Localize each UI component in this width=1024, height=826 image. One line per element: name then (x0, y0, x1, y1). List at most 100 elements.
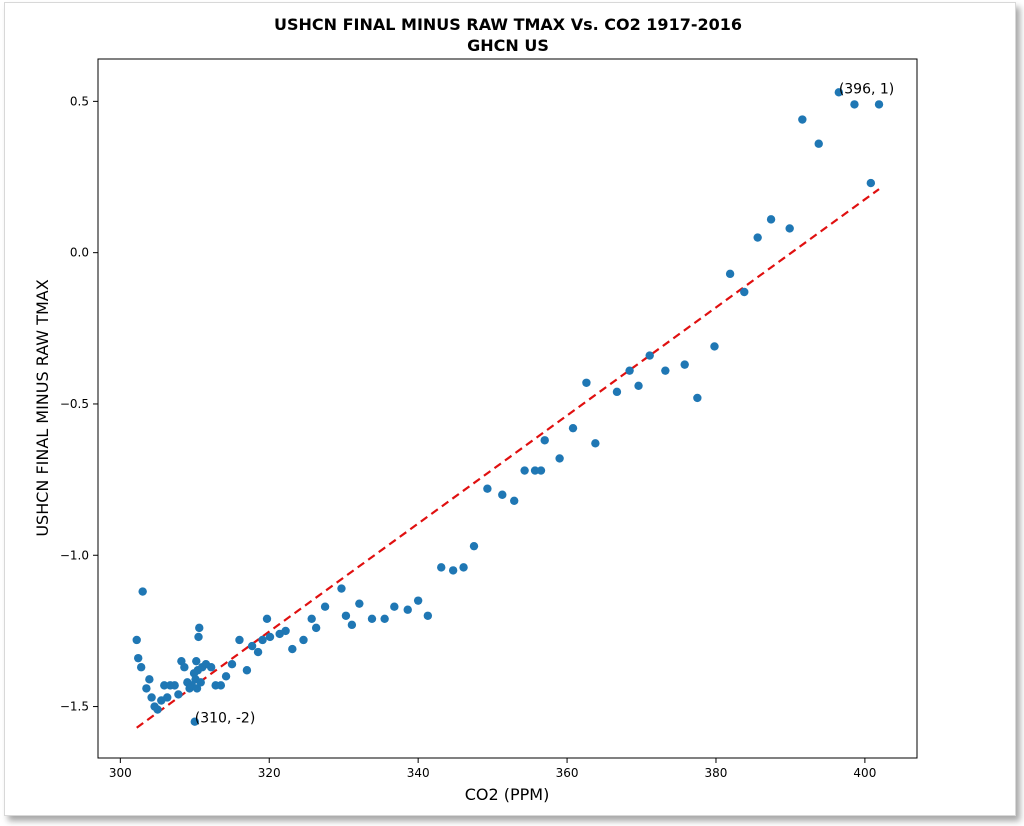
data-point (299, 635, 308, 645)
data-point (367, 614, 377, 624)
data-point (834, 88, 844, 97)
data-point (850, 100, 859, 109)
data-point (536, 466, 546, 475)
data-point (288, 644, 297, 654)
data-point (540, 436, 549, 445)
data-point (221, 672, 231, 681)
data-point (206, 663, 216, 672)
data-point (582, 378, 591, 387)
data-point (423, 611, 433, 620)
x-tick-label: 300 (109, 766, 132, 780)
data-point (874, 100, 884, 109)
data-point (147, 693, 156, 702)
data-point (132, 635, 141, 645)
data-point (247, 641, 257, 651)
data-point (437, 563, 446, 572)
data-point (253, 647, 263, 657)
point-annotation: (310, -2) (195, 711, 256, 727)
y-tick-label: 0.5 (70, 94, 89, 108)
data-point (612, 387, 622, 397)
data-point (262, 614, 272, 624)
data-point (145, 675, 154, 684)
data-point (258, 635, 267, 645)
data-point (337, 584, 346, 593)
chart-title: USHCN FINAL MINUS RAW TMAX Vs. CO2 1917-… (274, 15, 742, 34)
data-point (153, 705, 162, 714)
data-point (785, 224, 794, 233)
data-point (866, 178, 876, 188)
data-point (163, 693, 172, 702)
data-point (142, 684, 151, 693)
data-point (520, 466, 529, 475)
data-point (530, 466, 540, 475)
data-point (242, 666, 252, 675)
data-point (192, 684, 202, 693)
data-point (459, 563, 468, 572)
y-axis-label: USHCN FINAL MINUS RAW TMAX (33, 279, 52, 536)
data-point (498, 490, 507, 499)
data-point (160, 681, 169, 690)
data-point (693, 393, 702, 403)
data-point (766, 215, 776, 224)
data-point (448, 566, 458, 575)
x-axis-label: CO2 (PPM) (465, 785, 550, 804)
data-point (645, 351, 654, 360)
chart-subtitle: GHCN US (467, 36, 549, 55)
x-tick-label: 380 (705, 766, 728, 780)
y-tick-label: 0.0 (70, 246, 89, 260)
data-point (235, 635, 244, 645)
data-point (347, 620, 357, 630)
data-point (138, 587, 147, 596)
data-point (134, 653, 143, 663)
data-point (170, 681, 179, 690)
data-point (216, 681, 226, 690)
y-tick-label: −1.5 (60, 700, 89, 714)
data-point (265, 632, 275, 642)
data-point (355, 599, 364, 608)
x-tick-label: 320 (258, 766, 281, 780)
data-point (311, 623, 321, 633)
plot-area (97, 58, 918, 759)
x-tick-label: 360 (556, 766, 579, 780)
data-point (320, 602, 330, 611)
data-point (192, 656, 201, 666)
axis-ticks: 300 320 340 360 380 400 −1.5 −1.0 −0.5 0.0 0.5 (60, 94, 876, 780)
data-point (798, 115, 807, 124)
data-point (390, 602, 399, 611)
data-point (281, 626, 290, 636)
data-point (195, 623, 204, 633)
data-point (710, 342, 719, 351)
data-point (740, 287, 749, 297)
figure-frame (4, 2, 1016, 816)
trend-layer (136, 188, 880, 729)
data-point (413, 596, 423, 605)
data-point (591, 439, 600, 448)
data-point (814, 139, 823, 148)
points-layer (132, 88, 884, 726)
data-point (510, 496, 519, 505)
trend-line (136, 188, 880, 729)
data-point (661, 366, 670, 375)
data-point (555, 454, 564, 463)
x-tick-label: 340 (407, 766, 430, 780)
data-point (753, 233, 762, 242)
data-point (227, 659, 237, 669)
data-point (483, 484, 492, 493)
data-point (625, 366, 634, 375)
data-point (680, 360, 689, 369)
data-point (568, 423, 578, 433)
data-point (174, 690, 183, 699)
data-point (307, 614, 316, 624)
data-point (196, 678, 205, 687)
point-annotation: (396, 1) (839, 81, 894, 97)
data-point (190, 717, 199, 726)
y-tick-label: −1.0 (60, 548, 89, 562)
x-tick-label: 400 (853, 766, 876, 780)
data-point (136, 663, 146, 672)
y-tick-label: −0.5 (60, 397, 89, 411)
data-point (341, 611, 351, 620)
data-point (469, 541, 479, 551)
data-point (380, 614, 389, 624)
data-point (403, 605, 412, 614)
